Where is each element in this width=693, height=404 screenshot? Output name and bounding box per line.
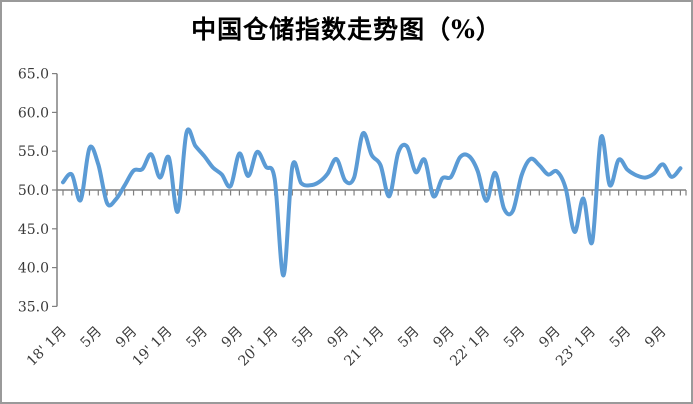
x-axis-tick-label: 18' 1月: [24, 324, 70, 370]
x-axis-tick-label: 9月: [642, 324, 670, 352]
y-axis-tick-label: 65.0: [18, 67, 49, 83]
x-axis-tick-label: 5月: [183, 324, 211, 352]
x-axis-tick-label: 21' 1月: [341, 324, 387, 370]
y-axis-tick-label: 50.0: [18, 183, 49, 199]
x-axis-tick-label: 5月: [607, 324, 635, 352]
x-axis-tick-label: 22' 1月: [447, 324, 493, 370]
x-axis-tick-label: 23' 1月: [553, 324, 599, 370]
x-axis-tick-label: 9月: [430, 324, 458, 352]
y-axis-tick-label: 40.0: [18, 261, 49, 277]
y-axis-tick-label: 55.0: [18, 144, 49, 160]
x-axis-tick-label: 5月: [395, 324, 423, 352]
axes: [52, 72, 687, 307]
chart-title: 中国仓储指数走势图（%）: [191, 15, 502, 44]
y-axis-tick-label: 60.0: [18, 105, 49, 121]
x-axis-tick-label: 9月: [219, 324, 247, 352]
x-axis-tick-label: 9月: [325, 324, 353, 352]
x-axis-tick-label: 9月: [536, 324, 564, 352]
x-axis-tick-label: 5月: [78, 324, 106, 352]
x-axis-tick-label: 19' 1月: [130, 324, 176, 370]
x-axis-tick-label: 9月: [113, 324, 141, 352]
series-line-warehousing-index: [61, 127, 683, 278]
y-axis-labels: 65.0 60.0 55.0 50.0 45.0 40.0 35.0: [18, 67, 49, 316]
y-axis-tick-label: 45.0: [18, 222, 49, 238]
x-axis-tick-label: 20' 1月: [236, 324, 282, 370]
x-axis-tick-label: 5月: [289, 324, 317, 352]
x-axis-tick-label: 5月: [501, 324, 529, 352]
y-axis-tick-label: 35.0: [18, 299, 49, 315]
